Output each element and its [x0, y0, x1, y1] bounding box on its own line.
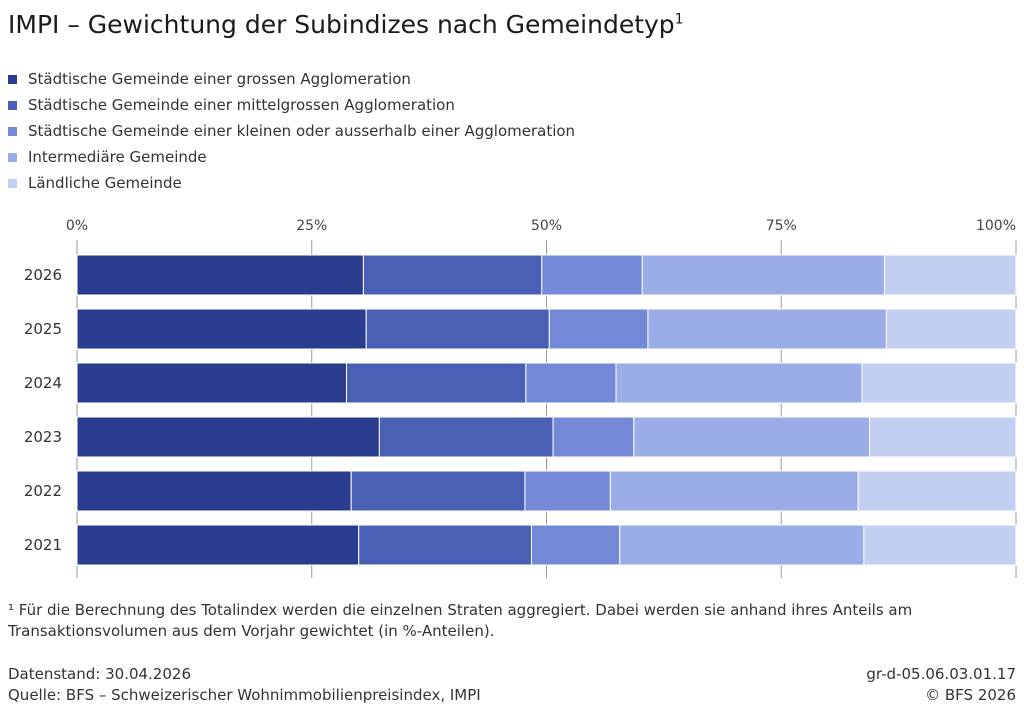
bar-segment [76, 416, 380, 458]
bar-segment [885, 308, 1017, 350]
bar-segment [857, 470, 1017, 512]
y-tick-label: 2023 [24, 428, 62, 446]
legend: Städtische Gemeinde einer grossen Agglom… [8, 66, 575, 196]
legend-swatch [8, 100, 17, 110]
x-tick-label: 0% [66, 218, 88, 234]
x-tick-label: 50% [531, 218, 562, 234]
bar-segment [76, 362, 347, 404]
bar-segment [861, 362, 1017, 404]
bar-segment [609, 470, 859, 512]
legend-swatch [8, 74, 17, 84]
legend-swatch [8, 152, 17, 162]
bar-segment [647, 308, 887, 350]
footer-right: gr-d-05.06.03.01.17 © BFS 2026 [866, 664, 1016, 706]
source-note: Quelle: BFS – Schweizerischer Wohnimmobi… [8, 686, 481, 704]
legend-label: Intermediäre Gemeinde [28, 148, 207, 166]
chart-title-text: IMPI – Gewichtung der Subindizes nach Ge… [8, 10, 675, 39]
bar-segment [350, 470, 526, 512]
bar-segment [530, 524, 621, 566]
x-tick-label: 25% [296, 218, 327, 234]
bar-segment [358, 524, 532, 566]
y-tick-label: 2026 [24, 266, 62, 284]
footer-left: Datenstand: 30.04.2026 Quelle: BFS – Sch… [8, 664, 481, 706]
bar-segment [76, 254, 364, 296]
y-tick-label: 2025 [24, 320, 62, 338]
bar-segment [615, 362, 863, 404]
bar-segment [863, 524, 1017, 566]
bar-segment [541, 254, 643, 296]
legend-item: Städtische Gemeinde einer kleinen oder a… [8, 118, 575, 144]
copyright: © BFS 2026 [925, 686, 1016, 704]
bar-segment [524, 470, 611, 512]
bar-segment [884, 254, 1017, 296]
y-tick-label: 2022 [24, 482, 62, 500]
bar-segment [641, 254, 886, 296]
footnote-marker: 1 [674, 11, 684, 28]
bar-segment [378, 416, 554, 458]
legend-swatch [8, 178, 17, 188]
legend-item: Städtische Gemeinde einer mittelgrossen … [8, 92, 575, 118]
legend-item: Intermediäre Gemeinde [8, 144, 575, 170]
bar-segment [345, 362, 527, 404]
y-tick-label: 2021 [24, 536, 62, 554]
bar-segment [548, 308, 649, 350]
bar-segment [76, 308, 367, 350]
chart-title: IMPI – Gewichtung der Subindizes nach Ge… [8, 10, 684, 39]
bar-segment [76, 470, 352, 512]
bar-segment [552, 416, 635, 458]
bar-segment [633, 416, 871, 458]
bar-segment [365, 308, 550, 350]
legend-label: Städtische Gemeinde einer mittelgrossen … [28, 96, 455, 114]
footnote: ¹ Für die Berechnung des Totalindex werd… [8, 601, 913, 640]
legend-label: Ländliche Gemeinde [28, 174, 182, 192]
legend-item: Städtische Gemeinde einer grossen Agglom… [8, 66, 575, 92]
bar-segment [525, 362, 617, 404]
legend-swatch [8, 126, 17, 136]
y-tick-label: 2024 [24, 374, 62, 392]
bar-segment [869, 416, 1017, 458]
legend-item: Ländliche Gemeinde [8, 170, 575, 196]
bar-segment [619, 524, 865, 566]
bar-segment [362, 254, 543, 296]
stacked-bar-chart: 0% 25% 50% 75% 100% 2026 2025 2024 2023 2022 2021 [24, 218, 1017, 578]
legend-label: Städtische Gemeinde einer kleinen oder a… [28, 122, 576, 140]
bar-segment [76, 524, 360, 566]
data-status: Datenstand: 30.04.2026 [8, 665, 191, 683]
legend-label: Städtische Gemeinde einer grossen Agglom… [28, 70, 411, 88]
x-tick-label: 75% [766, 218, 797, 234]
x-tick-label: 100% [976, 218, 1016, 234]
chart-code: gr-d-05.06.03.01.17 [866, 665, 1016, 683]
